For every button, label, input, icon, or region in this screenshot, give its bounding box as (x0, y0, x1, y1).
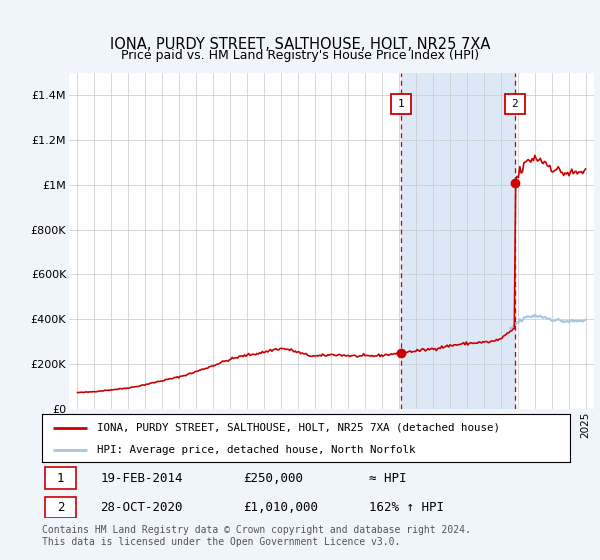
Bar (401, 73, 515, 409)
Text: 1: 1 (57, 472, 64, 484)
Text: 162% ↑ HPI: 162% ↑ HPI (370, 501, 445, 514)
Text: IONA, PURDY STREET, SALTHOUSE, HOLT, NR25 7XA: IONA, PURDY STREET, SALTHOUSE, HOLT, NR2… (110, 38, 490, 52)
Text: 2: 2 (57, 501, 64, 514)
FancyBboxPatch shape (44, 468, 76, 489)
Text: £1,010,000: £1,010,000 (242, 501, 317, 514)
Text: ≈ HPI: ≈ HPI (370, 472, 407, 484)
Text: Contains HM Land Registry data © Crown copyright and database right 2024.
This d: Contains HM Land Registry data © Crown c… (42, 525, 471, 547)
Text: HPI: Average price, detached house, North Norfolk: HPI: Average price, detached house, Nort… (97, 445, 416, 455)
Text: 19-FEB-2014: 19-FEB-2014 (100, 472, 182, 484)
Text: Price paid vs. HM Land Registry's House Price Index (HPI): Price paid vs. HM Land Registry's House … (121, 49, 479, 63)
FancyBboxPatch shape (44, 497, 76, 518)
Text: £250,000: £250,000 (242, 472, 302, 484)
Text: 1: 1 (398, 99, 404, 109)
Text: 2: 2 (512, 99, 518, 109)
Text: IONA, PURDY STREET, SALTHOUSE, HOLT, NR25 7XA (detached house): IONA, PURDY STREET, SALTHOUSE, HOLT, NR2… (97, 423, 500, 433)
Text: 28-OCT-2020: 28-OCT-2020 (100, 501, 182, 514)
